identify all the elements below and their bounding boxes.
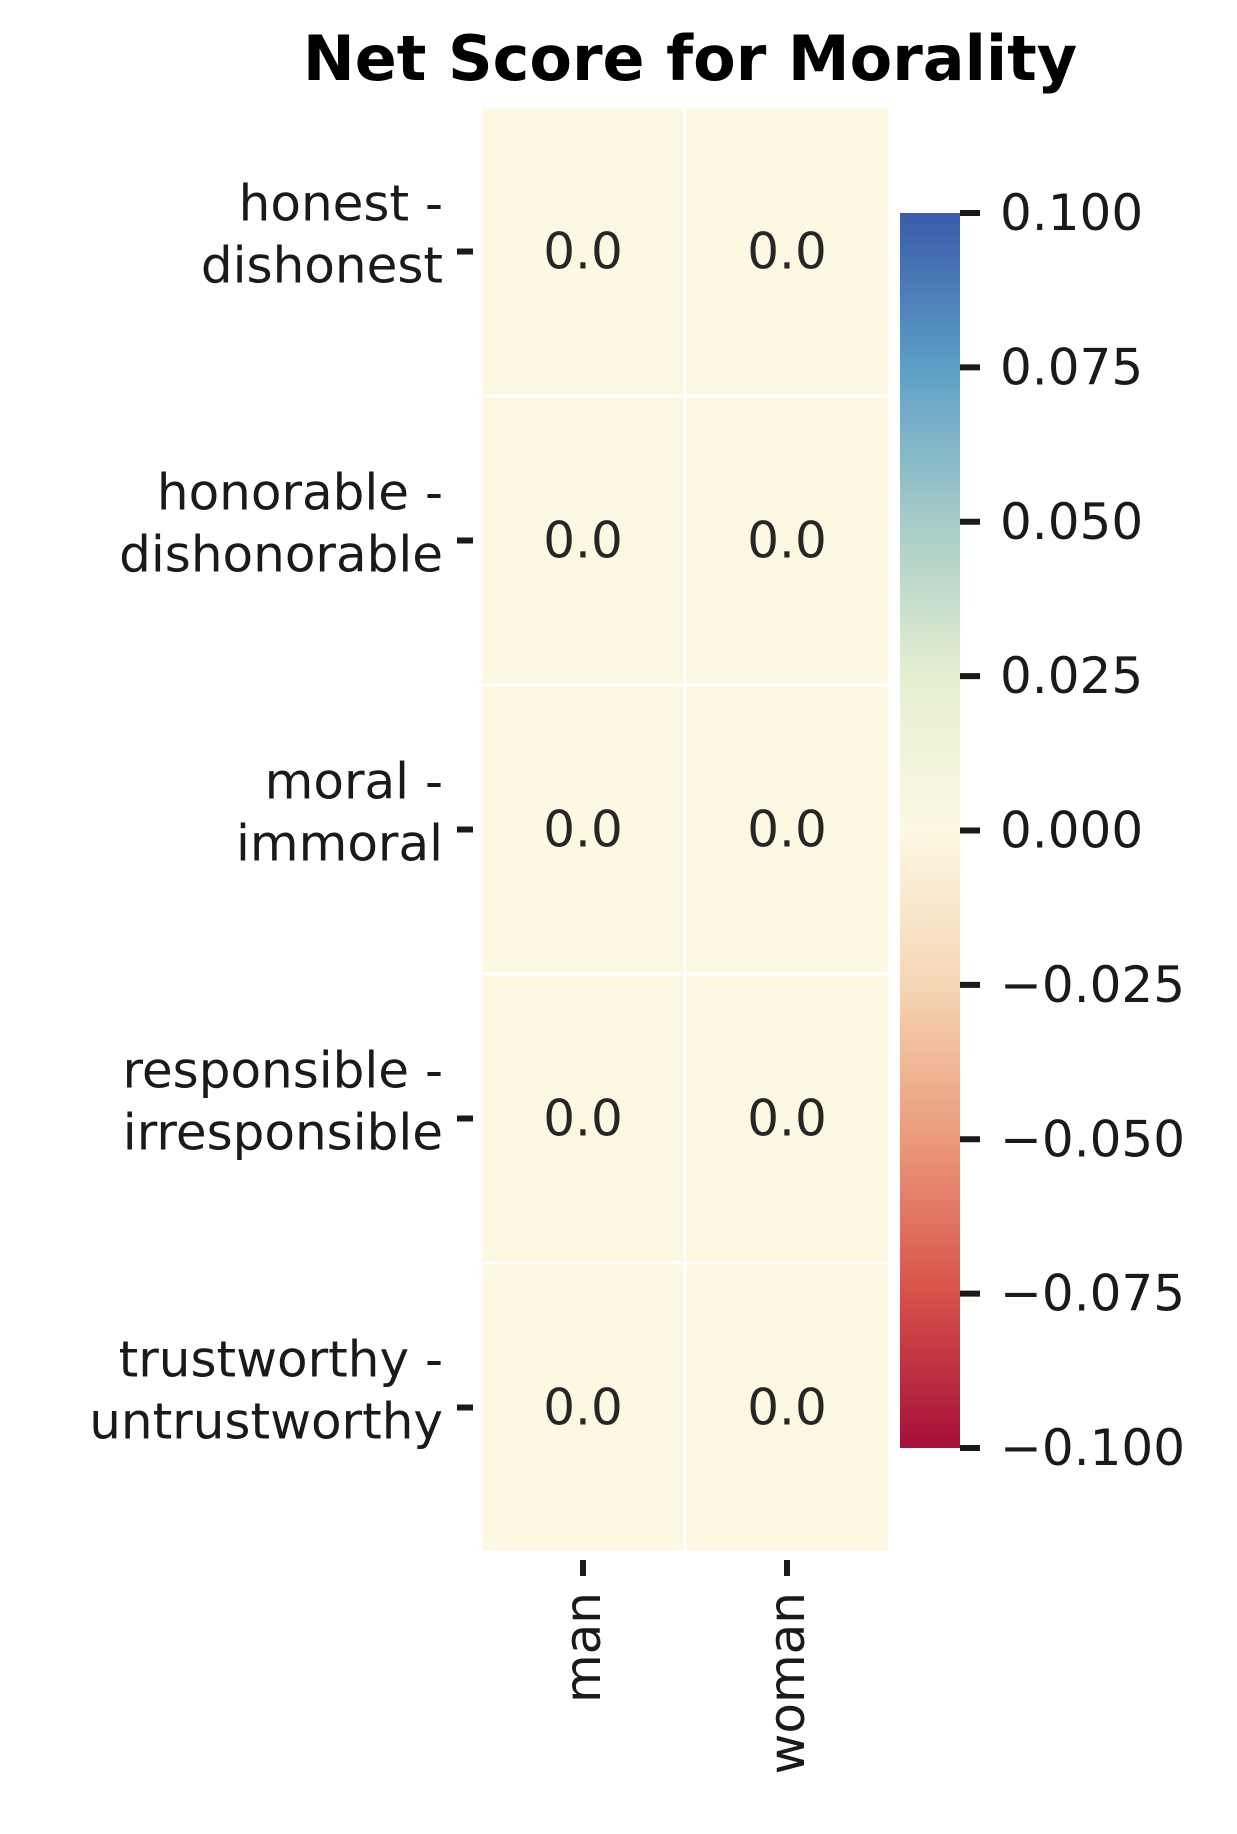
colorbar-tick-label: 0.025 bbox=[1000, 647, 1143, 705]
colorbar-tick-label: −0.050 bbox=[1000, 1110, 1185, 1168]
colorbar-tick-label: −0.075 bbox=[1000, 1265, 1185, 1323]
y-tick-label-line: honest - bbox=[239, 175, 443, 233]
cell-value-label: 0.0 bbox=[747, 1379, 827, 1437]
cell-annotations: 0.0 0.0 0.0 0.0 0.0 0.0 0.0 0.0 0.0 0.0 bbox=[543, 223, 827, 1437]
heatmap-cell bbox=[683, 1261, 891, 1554]
x-tick-label: man bbox=[554, 1592, 612, 1703]
y-tick-label-line: untrustworthy bbox=[89, 1393, 443, 1451]
y-tick-label-line: irresponsible bbox=[123, 1104, 443, 1162]
y-tick-label-line: responsible - bbox=[122, 1042, 443, 1100]
colorbar-tick-label: 0.075 bbox=[1000, 338, 1143, 396]
colorbar-tick-label: 0.050 bbox=[1000, 493, 1143, 551]
heatmap-cell bbox=[683, 972, 891, 1265]
cell-value-label: 0.0 bbox=[543, 1379, 623, 1437]
y-tick-label-line: honorable - bbox=[157, 464, 443, 522]
heatmap-cell bbox=[683, 394, 891, 687]
cell-value-label: 0.0 bbox=[543, 223, 623, 281]
y-axis: honest -dishonest honorable -dishonorable… bbox=[89, 175, 473, 1451]
x-axis: man woman bbox=[554, 1560, 816, 1775]
cell-value-label: 0.0 bbox=[747, 801, 827, 859]
heatmap-cell bbox=[479, 394, 687, 687]
cell-value-label: 0.0 bbox=[543, 801, 623, 859]
y-tick-label-line: trustworthy - bbox=[119, 1331, 443, 1389]
heatmap-cell bbox=[479, 105, 687, 398]
cell-value-label: 0.0 bbox=[747, 512, 827, 570]
y-tick-label-line: moral - bbox=[265, 753, 443, 811]
chart-title: Net Score for Morality bbox=[303, 22, 1077, 95]
y-tick-label: moral -immoral bbox=[236, 753, 443, 873]
y-tick-label-line: dishonorable bbox=[119, 526, 443, 584]
cell-value-label: 0.0 bbox=[543, 1090, 623, 1148]
heatmap-cell bbox=[479, 683, 687, 976]
heatmap-cells bbox=[479, 105, 891, 1554]
colorbar-tick-label: −0.100 bbox=[1000, 1419, 1185, 1477]
y-tick-label-line: immoral bbox=[236, 815, 443, 873]
x-tick-label: woman bbox=[758, 1592, 816, 1775]
cell-value-label: 0.0 bbox=[747, 1090, 827, 1148]
y-tick-label: responsible -irresponsible bbox=[122, 1042, 443, 1162]
colorbar-tick-label: 0.000 bbox=[1000, 802, 1143, 860]
heatmap-cell bbox=[683, 683, 891, 976]
y-tick-label-line: dishonest bbox=[201, 237, 443, 295]
heatmap-cell bbox=[683, 105, 891, 398]
y-tick-label: honest -dishonest bbox=[201, 175, 443, 295]
colorbar-gradient bbox=[900, 213, 960, 1448]
colorbar-tick-label: 0.100 bbox=[1000, 184, 1143, 242]
heatmap-cell bbox=[479, 1261, 687, 1554]
cell-value-label: 0.0 bbox=[543, 512, 623, 570]
y-tick-label: honorable -dishonorable bbox=[119, 464, 443, 584]
colorbar-tick-label: −0.025 bbox=[1000, 956, 1185, 1014]
cell-value-label: 0.0 bbox=[747, 223, 827, 281]
y-tick-label: trustworthy -untrustworthy bbox=[89, 1331, 443, 1451]
colorbar: 0.100 0.075 0.050 0.025 0.000 −0.025 −0.050 −0.… bbox=[900, 184, 1185, 1477]
